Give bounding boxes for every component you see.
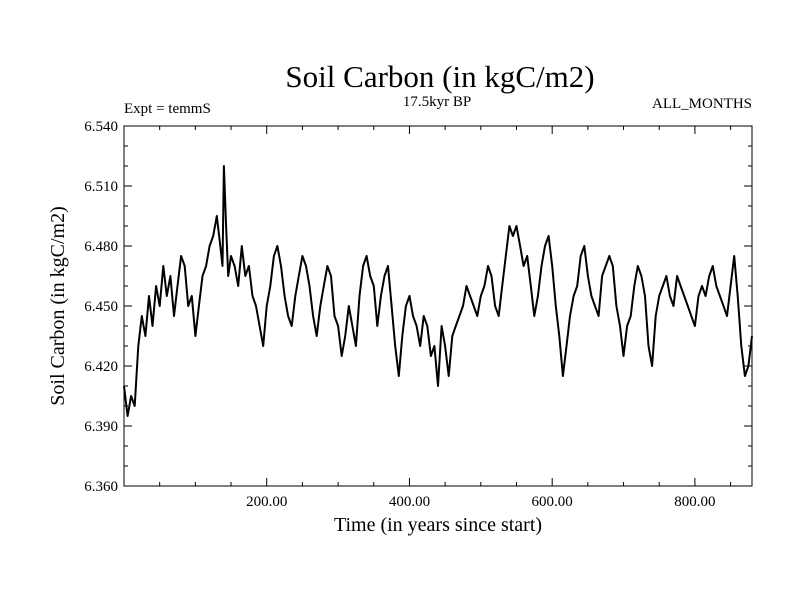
y-tick-label: 6.540 [84,119,118,135]
series-line-soil-carbon [123,165,753,417]
x-tick-label: 200.00 [246,494,287,510]
y-axis-label: Soil Carbon (in kgC/m2) [47,206,69,405]
x-tick-label: 400.00 [389,494,430,510]
chart-title: Soil Carbon (in kgC/m2) [285,59,594,94]
y-axis-ticks: 6.360 6.390 6.420 6.450 6.480 6.510 6.540 [84,119,752,495]
x-tick-label: 600.00 [532,494,573,510]
x-axis-ticks: 200.00 400.00 600.00 800.00 [159,126,732,510]
chart-subtitle: 17.5kyr BP [403,94,471,110]
annotation-expt: Expt = temmS [124,101,211,117]
y-tick-label: 6.360 [84,479,118,495]
annotation-months: ALL_MONTHS [652,96,752,112]
y-tick-label: 6.480 [84,239,118,255]
y-tick-label: 6.420 [84,359,118,375]
y-tick-label: 6.390 [84,419,118,435]
x-tick-label: 800.00 [674,494,715,510]
y-tick-label: 6.510 [84,179,118,195]
y-tick-label: 6.450 [84,299,118,315]
x-axis-label: Time (in years since start) [334,514,542,536]
